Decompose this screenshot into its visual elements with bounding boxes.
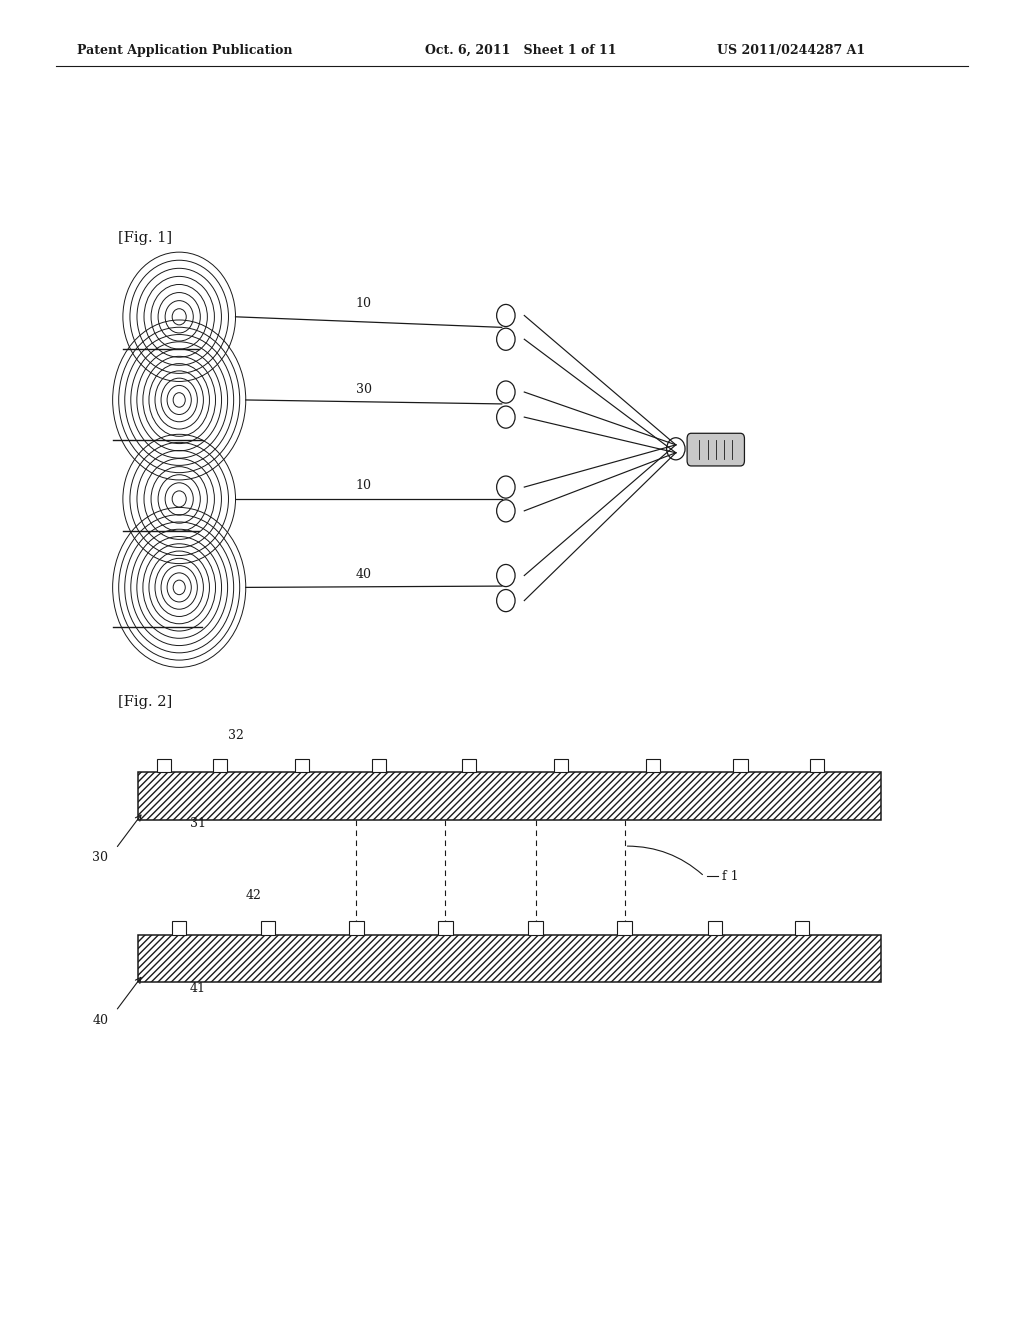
FancyBboxPatch shape [687, 433, 744, 466]
Bar [157, 759, 171, 772]
Text: 40: 40 [92, 1014, 109, 1027]
Text: f 1: f 1 [722, 870, 738, 883]
Bar [261, 921, 275, 935]
Text: 42: 42 [246, 888, 262, 902]
Bar [213, 759, 227, 772]
Bar [795, 921, 809, 935]
Text: 31: 31 [189, 817, 206, 830]
Bar [438, 921, 453, 935]
Text: 41: 41 [189, 982, 206, 995]
Text: 32: 32 [227, 729, 244, 742]
Text: 40: 40 [355, 568, 372, 581]
Bar [733, 759, 748, 772]
Text: Patent Application Publication: Patent Application Publication [77, 44, 292, 57]
Bar [138, 772, 881, 820]
Bar [810, 759, 824, 772]
Bar [295, 759, 309, 772]
Bar [138, 772, 881, 820]
Bar [528, 921, 543, 935]
Bar [138, 935, 881, 982]
Text: 30: 30 [355, 383, 372, 396]
Text: Oct. 6, 2011   Sheet 1 of 11: Oct. 6, 2011 Sheet 1 of 11 [425, 44, 616, 57]
Text: [Fig. 1]: [Fig. 1] [118, 231, 172, 244]
Text: 30: 30 [92, 851, 109, 865]
Text: 10: 10 [355, 297, 372, 310]
Bar [708, 921, 722, 935]
Bar [554, 759, 568, 772]
Bar [617, 921, 632, 935]
Bar [138, 935, 881, 982]
Bar [349, 921, 364, 935]
Bar [172, 921, 186, 935]
Text: 10: 10 [355, 479, 372, 492]
Bar [462, 759, 476, 772]
Bar [646, 759, 660, 772]
Text: US 2011/0244287 A1: US 2011/0244287 A1 [717, 44, 865, 57]
Text: [Fig. 2]: [Fig. 2] [118, 696, 172, 709]
Bar [372, 759, 386, 772]
